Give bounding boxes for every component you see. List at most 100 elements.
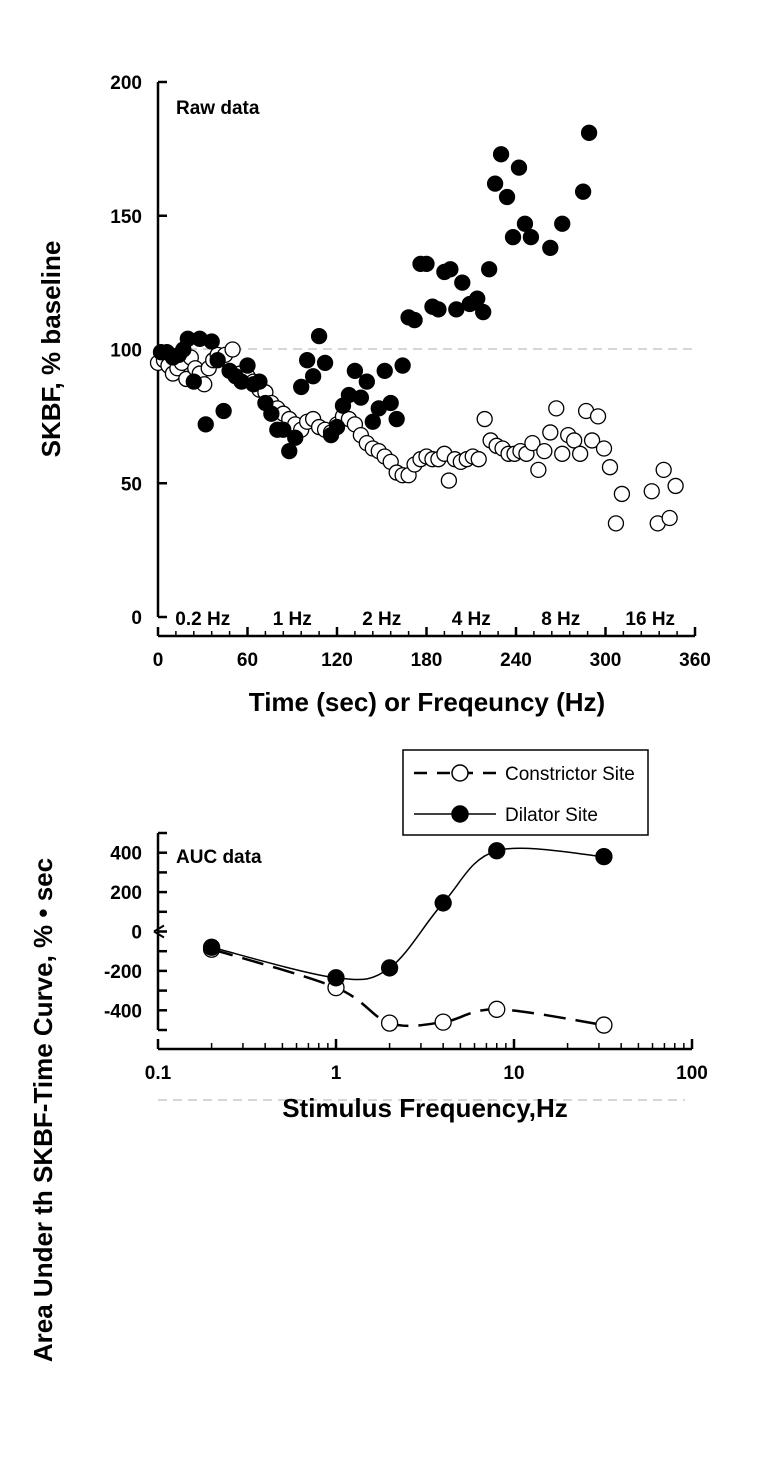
dilator-point: [281, 442, 298, 460]
dilator-point: [185, 373, 202, 390]
constrictor-point: [536, 442, 553, 460]
constrictor-point: [224, 341, 241, 358]
legend-constrictor-marker: [451, 764, 469, 782]
dilator-point: [394, 357, 411, 374]
auc-x-ticks: 0.1 1 10 100: [145, 1039, 708, 1084]
auc-x-axis-label: Stimulus Frequency,Hz: [282, 1093, 568, 1123]
auc-annotation: AUC data: [176, 847, 262, 868]
raw-annotation: Raw data: [176, 98, 260, 119]
constrictor-point: [607, 515, 625, 532]
dilator-point: [595, 847, 613, 866]
constrictor-point: [530, 461, 547, 479]
constrictor-point: [380, 1014, 399, 1032]
auc-data-chart: -400 -200 0 200 400 0.1 1 10 100 AUC data Stimu…: [28, 749, 708, 1362]
constrictor-point: [667, 477, 684, 495]
constrictor-point: [583, 432, 601, 449]
raw-segment-label: 8 Hz: [541, 609, 580, 630]
raw-y-axis-label: SKBF, % baseline: [36, 241, 66, 458]
constrictor-point: [548, 400, 565, 417]
dilator-point: [358, 373, 375, 390]
dilator-point: [488, 842, 506, 860]
dilator-point: [504, 228, 522, 246]
auc-legend: Constrictor Site Dilator Site: [402, 749, 649, 836]
raw-x-tick-label: 180: [411, 650, 443, 671]
constrictor-point: [476, 410, 493, 428]
raw-y-tick-label: 100: [110, 341, 142, 362]
auc-y-tick-label: -200: [104, 962, 142, 983]
dilator-point: [239, 357, 256, 374]
dilator-point: [498, 188, 516, 206]
legend-dilator-marker: [451, 805, 469, 823]
auc-zero-arrow-icon: [153, 924, 165, 939]
raw-y-tick-label: 200: [110, 73, 142, 94]
dilator-point: [510, 159, 528, 176]
dilator-point: [376, 362, 393, 380]
constrictor-point: [613, 485, 631, 503]
auc-x-tick-label: 0.1: [145, 1063, 172, 1084]
raw-x-ticks: 0 60 120 180 240 300 360: [153, 627, 711, 671]
raw-y-tick-label: 0: [131, 608, 142, 629]
dilator-point: [293, 378, 310, 396]
dilator-point: [328, 418, 346, 436]
dilator-point: [406, 311, 423, 329]
raw-x-tick-label: 240: [500, 650, 532, 671]
constrictor-point: [571, 445, 589, 462]
dilator-point: [380, 959, 399, 977]
legend-dilator-label: Dilator Site: [505, 805, 598, 826]
dilator-point: [469, 290, 486, 307]
dilator-point: [448, 301, 465, 318]
dilator-point: [442, 261, 459, 278]
dilator-point: [454, 274, 471, 291]
dilator-point: [554, 215, 571, 232]
constrictor-point: [655, 461, 672, 479]
raw-segment-label: 2 Hz: [362, 609, 401, 630]
dilator-point: [364, 413, 381, 430]
dilator-point: [542, 239, 559, 257]
auc-x-tick-label: 1: [331, 1063, 342, 1084]
dilator-point: [287, 429, 304, 446]
raw-y-ticks: 0 50 100 150 200: [110, 73, 167, 629]
dilator-point: [522, 228, 540, 246]
dilator-point: [209, 352, 226, 369]
auc-data-points: [202, 842, 613, 1034]
raw-x-tick-label: 0: [153, 650, 164, 671]
auc-y-tick-label: -400: [104, 1001, 142, 1022]
raw-segment-label: 16 Hz: [625, 609, 675, 630]
dilator-point: [430, 301, 447, 318]
raw-data-points: [149, 124, 684, 532]
dilator-point: [251, 373, 268, 390]
raw-x-tick-label: 60: [237, 650, 258, 671]
raw-x-tick-label: 120: [321, 650, 353, 671]
auc-y-ticks: -400 -200 0 200 400: [104, 831, 167, 1032]
raw-y-tick-label: 50: [121, 474, 142, 495]
constrictor-point: [566, 432, 583, 449]
dilator-point: [215, 402, 232, 420]
dilator-point: [574, 183, 592, 200]
dilator-point: [580, 124, 598, 141]
constrictor-point: [488, 1000, 506, 1018]
dilator-point: [388, 410, 405, 428]
legend-box: [402, 749, 649, 836]
constrictor-line: [211, 948, 605, 1028]
constrictor-point: [470, 451, 487, 468]
auc-y-tick-label: 400: [110, 844, 142, 865]
constrictor-point: [661, 509, 678, 527]
auc-x-tick-label: 10: [503, 1063, 524, 1084]
dilator-point: [263, 405, 280, 422]
dilator-point: [304, 368, 322, 385]
dilator-point: [327, 969, 345, 987]
constrictor-point: [542, 424, 559, 441]
auc-series-lines: [211, 847, 605, 1028]
dilator-point: [310, 327, 328, 345]
constrictor-point: [595, 440, 613, 457]
dilator-point: [382, 394, 399, 412]
dilator-point: [275, 421, 292, 438]
dilator-point: [299, 352, 316, 369]
constrictor-point: [595, 1016, 613, 1034]
constrictor-point: [589, 408, 607, 425]
constrictor-point: [440, 472, 458, 489]
raw-y-tick-label: 150: [110, 207, 142, 228]
dilator-line: [211, 847, 604, 981]
dilator-point: [197, 416, 214, 433]
